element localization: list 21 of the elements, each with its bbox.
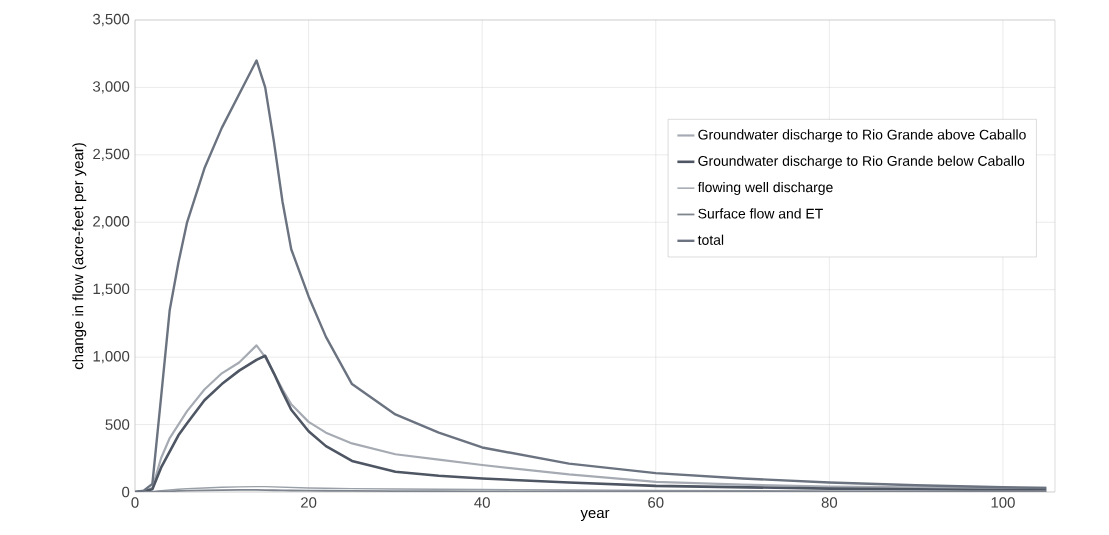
x-tick-label: 20 [301,497,317,508]
legend-label: Surface flow and ET [698,208,823,219]
y-axis-title: change in flow (acre-feet per year) [72,143,87,370]
y-tick-label: 3,500 [93,13,130,27]
y-tick-label: 2,500 [93,148,130,162]
x-tick-label: 0 [131,497,139,508]
y-tick-label: 1,000 [93,350,130,364]
y-tick-label: 2,000 [93,216,130,229]
x-tick-label: 40 [474,497,490,508]
y-tick-label: 3,000 [93,81,130,94]
x-tick-label: 80 [821,497,838,508]
legend-label: flowing well discharge [697,181,833,195]
x-tick-label: 60 [648,497,664,508]
x-axis-title: year [580,509,610,522]
legend-label: Groundwater discharge to Rio Grande above Caballo [698,129,1026,143]
legend-label: total [697,234,724,245]
y-tick-label: 1,500 [93,283,130,296]
legend-label: Groundwater discharge to Rio Grande below Caballo [698,155,1025,169]
y-tick-label: 500 [105,419,130,430]
x-tick-label: 100 [991,497,1015,508]
y-tick-label: 0 [122,486,130,498]
